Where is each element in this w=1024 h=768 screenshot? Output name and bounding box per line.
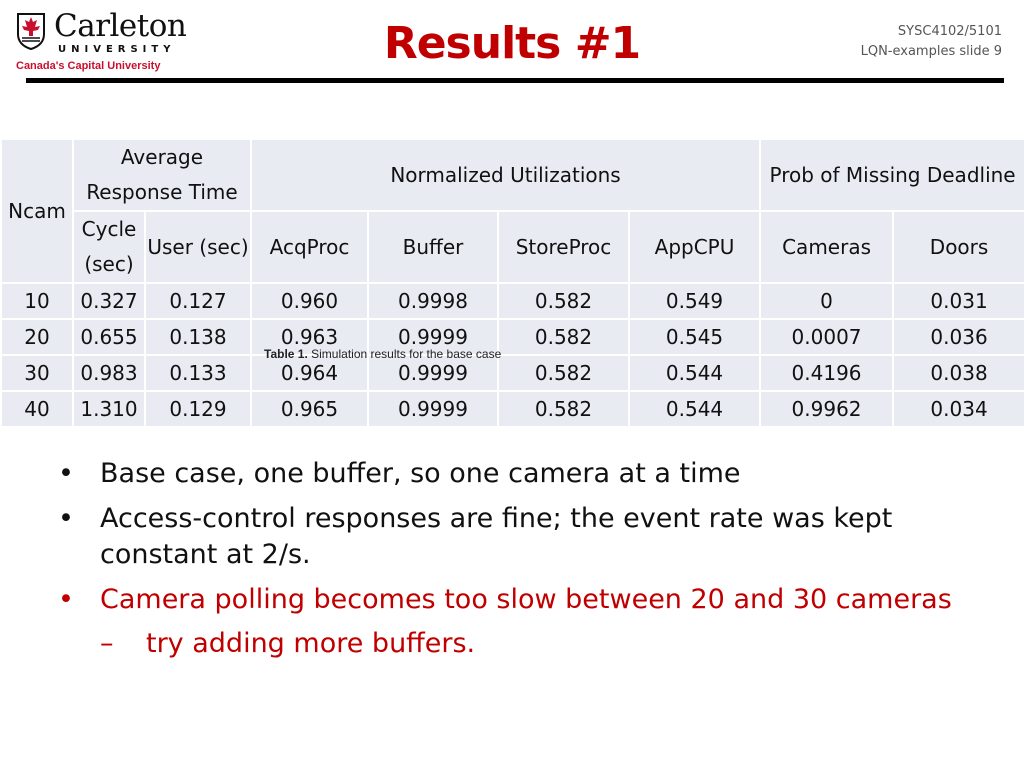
header-acqproc: AcqProc <box>250 210 369 284</box>
table-cell: 0.031 <box>892 282 1024 320</box>
logo-wordmark: Carleton <box>54 8 187 44</box>
table-caption: Table 1. Simulation results for the base… <box>264 347 501 361</box>
header-appcpu: AppCPU <box>627 210 762 284</box>
caption-text: Simulation results for the base case <box>311 347 502 361</box>
table-cell: 0.655 <box>72 318 146 356</box>
logo-tagline: Canada's Capital University <box>16 60 161 72</box>
header-prob-missing: Prob of Missing Deadline <box>759 138 1024 212</box>
table-cell: 0.582 <box>497 390 630 428</box>
table-row: 30 0.983 0.133 0.964 0.9999 0.582 0.544 … <box>0 354 1024 392</box>
header-ncam: Ncam <box>0 138 74 284</box>
table-cell: 0.9998 <box>367 282 499 320</box>
bullet-icon: • <box>58 503 74 534</box>
table-cell: 0.549 <box>627 282 762 320</box>
maple-leaf-shield-icon <box>17 13 45 50</box>
header-normalized-util: Normalized Utilizations <box>249 138 762 212</box>
logo-university: UNIVERSITY <box>58 44 176 55</box>
table-cell: 40 <box>0 390 74 428</box>
header-user: User (sec) <box>144 210 252 284</box>
sub-bullet-item: – try adding more buffers. <box>100 626 976 662</box>
table-cell: 0.582 <box>497 282 630 320</box>
sub-bullet-text: try adding more buffers. <box>146 628 476 659</box>
bullet-text: Camera polling becomes too slow between … <box>100 584 952 615</box>
table-cell: 0.9999 <box>367 354 499 392</box>
header-avg-response: Average Response Time <box>72 138 252 212</box>
carleton-logo: Carleton UNIVERSITY Canada's Capital Uni… <box>14 8 187 76</box>
table-cell: 0.960 <box>250 282 369 320</box>
header-cycle: Cycle (sec) <box>72 210 146 284</box>
dash-icon: – <box>100 628 114 659</box>
header-doors: Doors <box>892 210 1024 284</box>
table-cell: 0.545 <box>627 318 762 356</box>
course-code: SYSC4102/5101 <box>897 24 1002 39</box>
table-cell: 0.964 <box>250 354 369 392</box>
header-storeproc: StoreProc <box>497 210 630 284</box>
table-row: 20 0.655 0.138 0.963 0.9999 0.582 0.545 … <box>0 318 1024 356</box>
table-cell: 0.544 <box>627 354 762 392</box>
bullet-item: • Base case, one buffer, so one camera a… <box>56 456 976 492</box>
table-cell: 0.582 <box>497 318 630 356</box>
table-cell: 20 <box>0 318 74 356</box>
bullet-text: Base case, one buffer, so one camera at … <box>100 458 741 489</box>
table-cell: 0.0007 <box>759 318 895 356</box>
table-cell: 0.983 <box>72 354 146 392</box>
table-cell: 0.138 <box>144 318 252 356</box>
table-cell: 0.963 <box>250 318 369 356</box>
table-cell: 0.965 <box>250 390 369 428</box>
header-cameras: Cameras <box>759 210 895 284</box>
table-cell: 0 <box>759 282 895 320</box>
header-buffer: Buffer <box>367 210 499 284</box>
table-cell: 0.544 <box>627 390 762 428</box>
table-cell: 10 <box>0 282 74 320</box>
table-cell: 0.127 <box>144 282 252 320</box>
table-cell: 0.038 <box>892 354 1024 392</box>
table-cell: 0.9999 <box>367 318 499 356</box>
table-cell: 0.9962 <box>759 390 895 428</box>
table-cell: 0.327 <box>72 282 146 320</box>
course-info: SYSC4102/5101 LQN-examples slide 9 <box>861 22 1002 62</box>
table-row: 10 0.327 0.127 0.960 0.9998 0.582 0.549 … <box>0 282 1024 320</box>
table-row: 40 1.310 0.129 0.965 0.9999 0.582 0.544 … <box>0 390 1024 428</box>
table-cell: 0.9999 <box>367 390 499 428</box>
bullet-list: • Base case, one buffer, so one camera a… <box>56 456 976 671</box>
table-cell: 1.310 <box>72 390 146 428</box>
caption-label: Table 1. <box>264 347 308 361</box>
table-cell: 0.034 <box>892 390 1024 428</box>
bullet-item: • Camera polling becomes too slow betwee… <box>56 582 976 662</box>
results-table: Ncam Average Response Time Normalized Ut… <box>0 138 1024 428</box>
title-rule <box>26 78 1004 83</box>
table-cell: 0.582 <box>497 354 630 392</box>
slide-title: Results #1 <box>383 18 641 69</box>
table-cell: 30 <box>0 354 74 392</box>
slide-number: LQN-examples slide 9 <box>860 44 1002 59</box>
table-cell: 0.4196 <box>759 354 895 392</box>
table-cell: 0.036 <box>892 318 1024 356</box>
table-cell: 0.133 <box>144 354 252 392</box>
bullet-icon: • <box>58 458 74 489</box>
bullet-text: Access-control responses are fine; the e… <box>100 503 893 570</box>
bullet-icon: • <box>58 584 74 615</box>
bullet-item: • Access-control responses are fine; the… <box>56 501 976 573</box>
table-cell: 0.129 <box>144 390 252 428</box>
